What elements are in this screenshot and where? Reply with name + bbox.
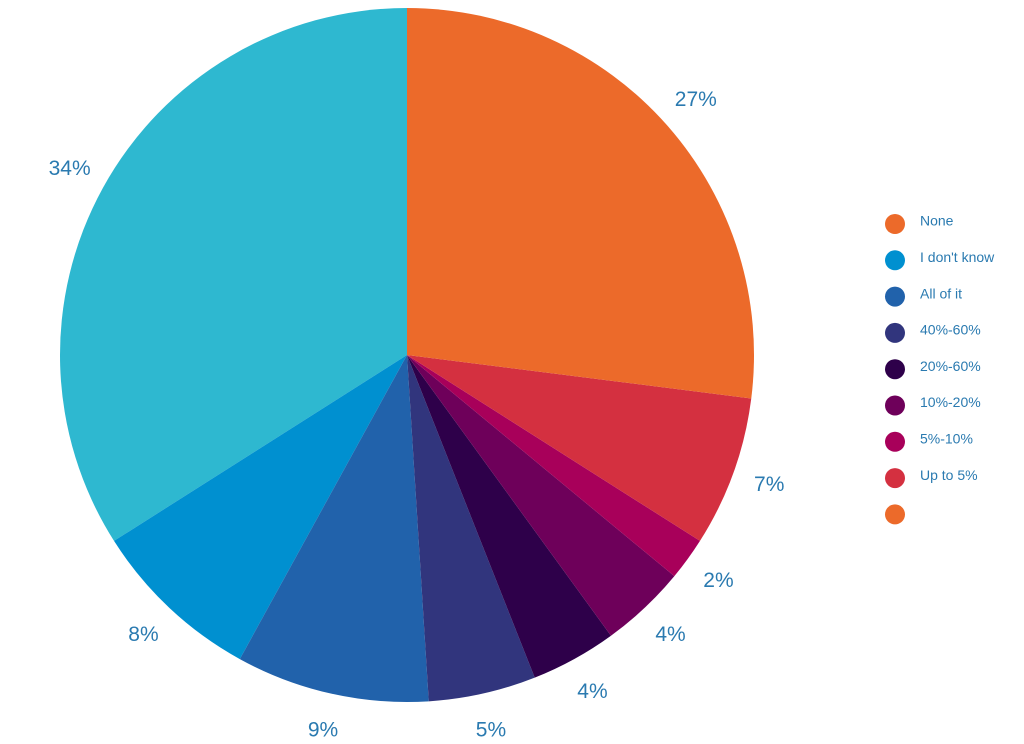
legend-marker bbox=[885, 214, 905, 234]
legend-label: I don't know bbox=[920, 249, 995, 265]
legend-label: Up to 5% bbox=[920, 467, 978, 483]
pie-slice bbox=[407, 355, 700, 577]
value-label: 4% bbox=[655, 623, 685, 646]
legend-marker bbox=[885, 286, 905, 307]
legend-marker bbox=[885, 359, 905, 380]
value-label: 8% bbox=[128, 623, 158, 646]
legend-marker bbox=[885, 468, 905, 489]
legend-label: 40%-60% bbox=[920, 322, 981, 338]
value-label: 5% bbox=[476, 718, 506, 739]
value-label: 27% bbox=[675, 88, 717, 111]
pie-slice bbox=[407, 355, 535, 702]
legend-label: 5%-10% bbox=[920, 431, 973, 447]
value-label: 7% bbox=[754, 473, 784, 496]
pie-slice bbox=[114, 355, 407, 660]
pie-slice bbox=[239, 355, 429, 702]
value-label: 9% bbox=[308, 718, 338, 739]
legend-marker bbox=[885, 250, 905, 271]
pie-slice bbox=[407, 8, 754, 399]
value-label: 2% bbox=[703, 569, 733, 592]
pie-slice bbox=[407, 355, 675, 636]
pie-slice bbox=[407, 355, 752, 541]
pie-slice bbox=[407, 355, 611, 678]
legend-marker bbox=[885, 322, 905, 343]
value-label: 34% bbox=[49, 157, 91, 180]
pie-slice bbox=[60, 8, 408, 541]
legend-label: None bbox=[920, 213, 954, 229]
legend-label: 10%-20% bbox=[920, 394, 981, 410]
legend-label: All of it bbox=[920, 285, 962, 301]
legend-label: 20%-60% bbox=[920, 358, 981, 374]
legend-marker bbox=[885, 395, 905, 416]
value-label: 4% bbox=[577, 680, 607, 703]
legend-marker bbox=[885, 431, 905, 452]
legend-marker bbox=[885, 504, 905, 525]
